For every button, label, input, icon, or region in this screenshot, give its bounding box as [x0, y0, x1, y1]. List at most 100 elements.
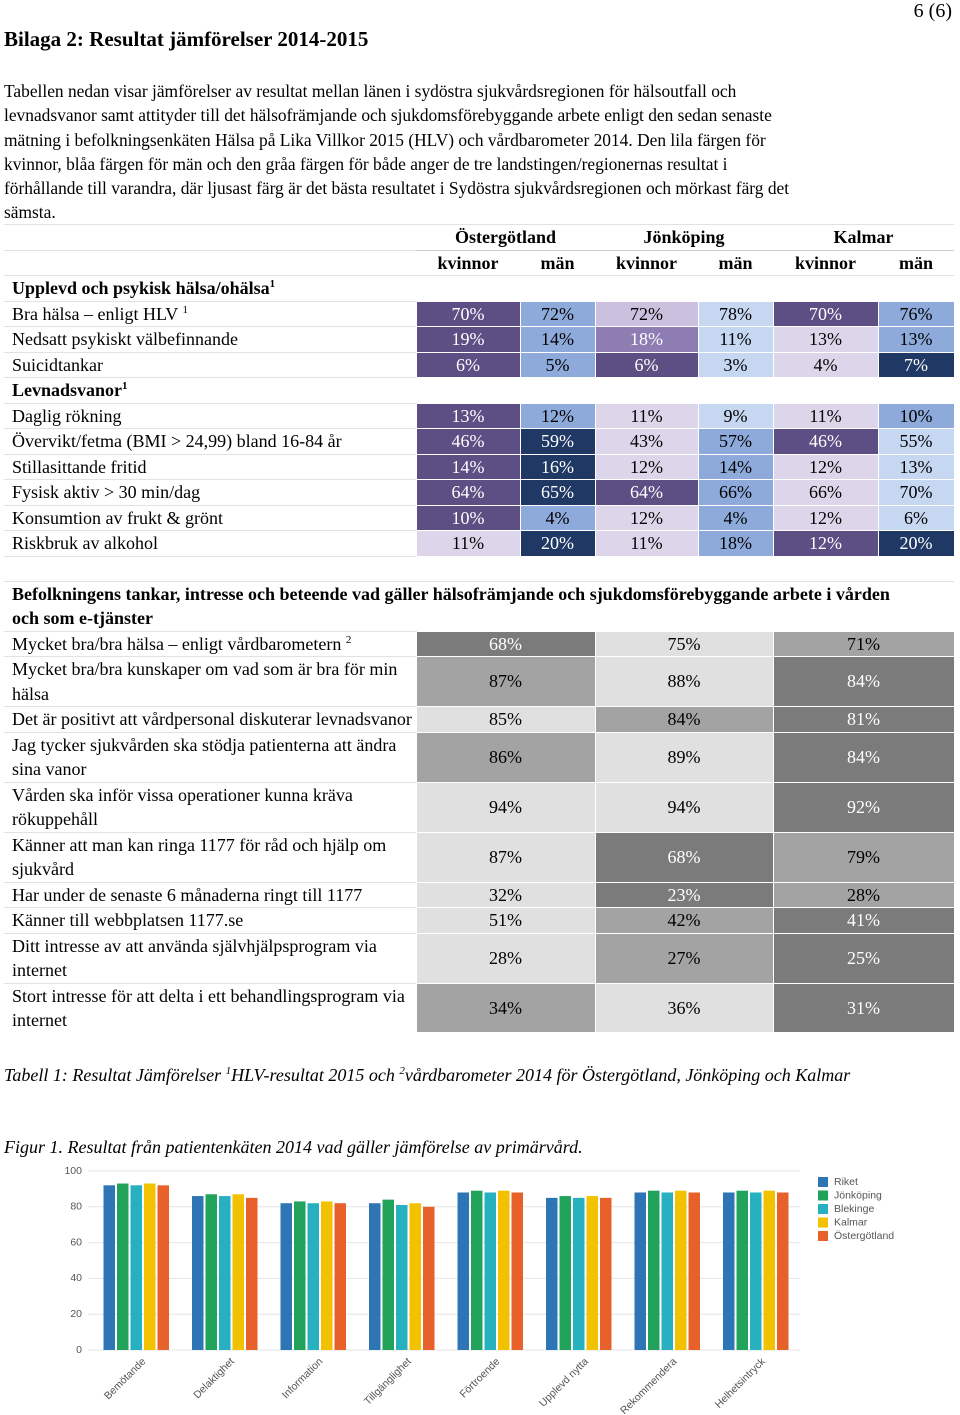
data-row: Jag tycker sjukvården ska stödja patient…: [4, 731, 955, 783]
value-cell: 79%: [772, 831, 955, 883]
value-cell: 12%: [594, 504, 699, 531]
region-header: Kalmar: [773, 224, 955, 251]
row-label-text: Har under de senaste 6 månaderna ringt t…: [12, 884, 363, 905]
value-cell: 41%: [772, 907, 955, 934]
row-label-text: Stort intresse för att delta i ett behan…: [12, 985, 405, 1031]
x-tick-label: Delaktighet: [191, 1356, 237, 1402]
footnote-ref: 2: [399, 1065, 405, 1077]
y-tick-label: 60: [70, 1236, 82, 1248]
bar: [777, 1192, 789, 1350]
value-cell: 55%: [877, 428, 955, 455]
data-row: Vården ska inför vissa operationer kunna…: [4, 781, 955, 833]
value-cell: 11%: [415, 530, 521, 557]
value-cell: 46%: [415, 428, 521, 455]
legend-label: Blekinge: [834, 1203, 874, 1215]
value-cell: 66%: [697, 479, 774, 506]
bar: [675, 1190, 687, 1350]
data-row: Mycket bra/bra kunskaper om vad som är b…: [4, 656, 955, 707]
row-label: Riskbruk av alkohol: [4, 530, 416, 556]
bar: [750, 1192, 762, 1350]
row-label-text: Övervikt/fetma (BMI > 24,99) bland 16-84…: [12, 431, 342, 451]
bar: [157, 1185, 169, 1350]
value-cell: 36%: [594, 982, 774, 1033]
data-row: Känner till webbplatsen 1177.se 51% 42% 41%: [4, 907, 955, 934]
value-cell: 6%: [594, 351, 699, 378]
row-label: Övervikt/fetma (BMI > 24,99) bland 16-84…: [4, 428, 416, 454]
page-number: 6 (6): [913, 0, 952, 22]
row-label-text: Stillasittande fritid: [12, 456, 147, 477]
value-cell: 78%: [697, 300, 774, 327]
value-cell: 76%: [877, 300, 955, 327]
value-cell: 87%: [415, 831, 596, 883]
value-cell: 13%: [415, 402, 521, 429]
value-cell: 81%: [772, 706, 955, 733]
intro-line: mätning i befolkningsenkäten Hälsa på Li…: [4, 129, 766, 150]
subcolumn-header: kvinnor: [416, 249, 520, 276]
value-cell: 84%: [772, 731, 955, 783]
intro-line: sämsta.: [4, 202, 56, 223]
bar: [634, 1192, 646, 1350]
bar: [246, 1197, 258, 1350]
legend-swatch: [818, 1204, 828, 1214]
legend-swatch: [818, 1231, 828, 1241]
value-cell: 14%: [697, 453, 774, 480]
value-cell: 31%: [772, 982, 955, 1033]
bar: [511, 1192, 523, 1350]
data-row: Övervikt/fetma (BMI > 24,99) bland 16-84…: [4, 428, 955, 455]
value-cell: 20%: [519, 530, 596, 557]
row-label-text: Känner till webbplatsen 1177.se: [12, 910, 244, 930]
bar: [144, 1183, 156, 1350]
value-cell: 13%: [877, 453, 955, 480]
value-cell: 42%: [594, 907, 774, 934]
value-cell: 7%: [877, 351, 955, 378]
value-cell: 46%: [772, 428, 879, 455]
value-cell: 75%: [594, 630, 774, 657]
caption-text: vårdbarometer 2014 för Östergötland, Jön…: [404, 1065, 851, 1085]
legend-swatch: [818, 1177, 828, 1187]
value-cell: 12%: [772, 504, 879, 531]
table-caption: Tabell 1: Resultat Jämförelser 1HLV-resu…: [4, 1064, 944, 1087]
footnote-ref: 2: [345, 633, 352, 646]
value-cell: 51%: [415, 907, 596, 934]
row-label: Daglig rökning: [4, 402, 416, 429]
value-cell: 16%: [519, 453, 596, 480]
row-label-text: Det är positivt att vårdpersonal diskute…: [12, 709, 412, 729]
footnote-ref: 1: [182, 303, 188, 316]
bar: [232, 1194, 244, 1350]
bar: [457, 1192, 469, 1350]
bar: [600, 1197, 612, 1350]
data-row: Bra hälsa – enligt HLV 1 70% 72% 72% 78% 70% 7…: [4, 300, 955, 327]
value-cell: 18%: [697, 530, 774, 557]
row-label: Nedsatt psykiskt välbefinnande: [4, 326, 416, 352]
row-label: Känner att man kan ringa 1177 för råd oc…: [4, 831, 416, 882]
bar: [130, 1185, 142, 1350]
value-cell: 72%: [594, 300, 699, 327]
row-label-text: Ditt intresse av att använda självhjälps…: [12, 935, 377, 981]
intro-line: Tabellen nedan visar jämförelser av resu…: [4, 81, 737, 101]
x-tick-label: Tillgänglighet: [362, 1356, 414, 1408]
value-cell: 94%: [415, 781, 596, 833]
header-blank: [4, 224, 416, 250]
data-row: Har under de senaste 6 månaderna ringt t…: [4, 881, 955, 908]
x-tick-label: Bemötande: [102, 1355, 149, 1402]
row-label-text: Känner att man kan ringa 1177 för råd oc…: [12, 834, 387, 880]
table-body: Östergötland Jönköping Kalmar kvinnor män kvi…: [4, 224, 955, 1033]
bar: [471, 1190, 483, 1350]
y-tick-label: 20: [70, 1308, 82, 1320]
subcolumn-header: män: [520, 249, 595, 276]
header-row: Östergötland Jönköping Kalmar: [4, 224, 955, 251]
value-cell: 6%: [877, 504, 955, 531]
section-title-text: Befolkningens tankar, intresse och betee…: [12, 583, 890, 629]
row-label-text: Vården ska inför vissa operationer kunna…: [12, 784, 353, 830]
value-cell: 87%: [415, 656, 596, 707]
y-tick-label: 80: [70, 1201, 82, 1213]
x-tick-label: Upplevd nytta: [537, 1355, 591, 1409]
legend-label: Östergötland: [834, 1230, 894, 1242]
section-title: Levnadsvanor1: [4, 377, 416, 403]
value-cell: 57%: [697, 428, 774, 455]
value-cell: 94%: [594, 781, 774, 833]
subcolumn-header: kvinnor: [773, 249, 879, 276]
